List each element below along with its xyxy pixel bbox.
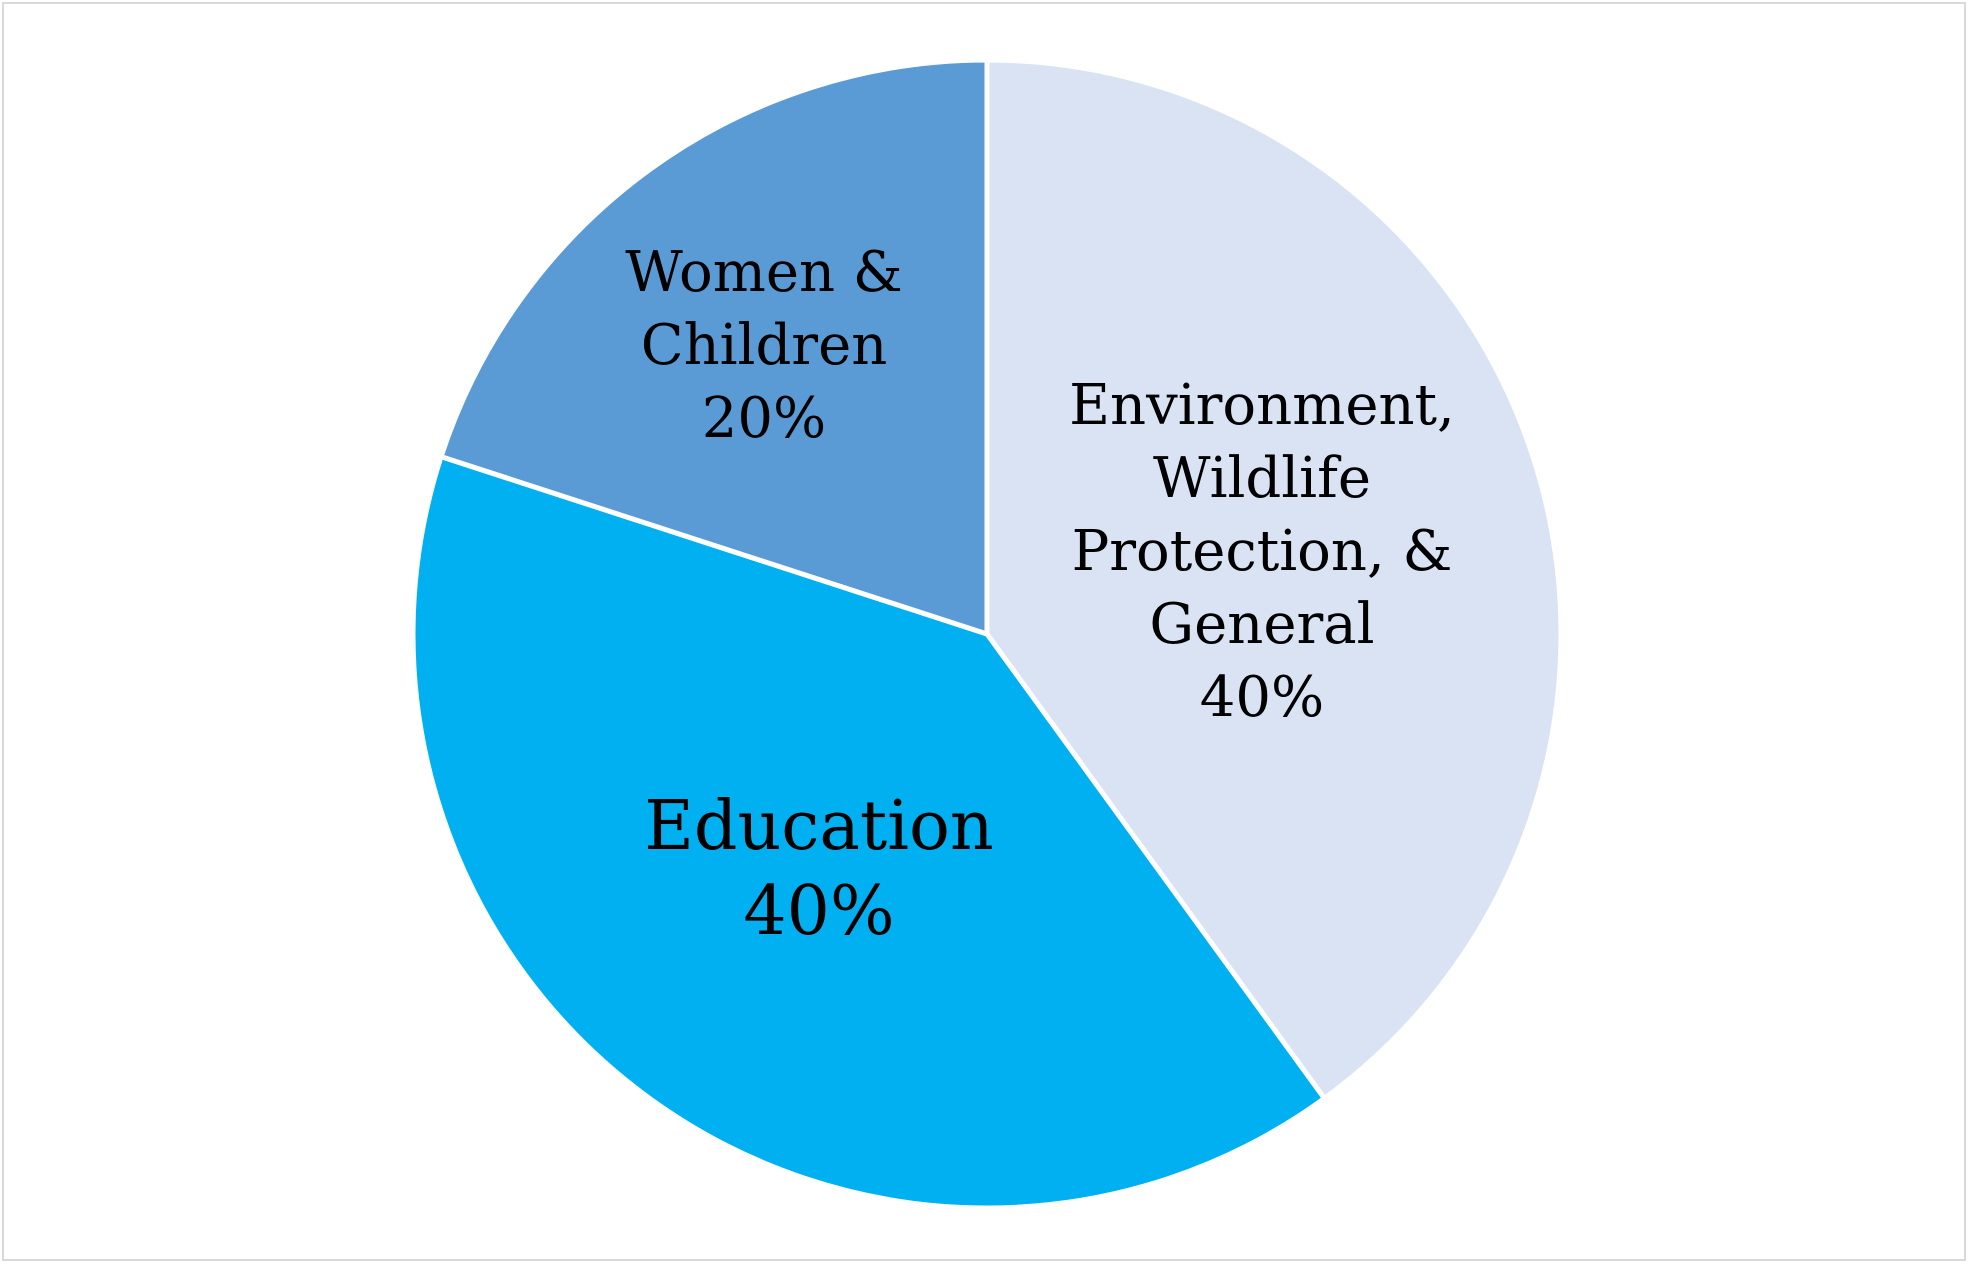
pie-slice-label-line: Women & [625, 240, 902, 305]
pie-slice-percent: 40% [743, 872, 894, 951]
pie-slice-2 [438, 57, 990, 637]
pie-chart: Environment, Wildlife Protection, & General… [410, 57, 1564, 1211]
pie-slice-label-line: Children [641, 313, 888, 378]
pie-slice-percent: 40% [1200, 665, 1324, 730]
pie-slice-label-1: Education 40% [644, 787, 993, 951]
pie-slice-1 [410, 454, 1327, 1211]
pie-slice-percent: 20% [702, 386, 826, 451]
pie-slice-0 [984, 57, 1564, 1101]
pie-slices [410, 57, 1564, 1211]
pie-slice-label-line: Environment, [1069, 373, 1455, 438]
pie-slice-label-line: Education [644, 787, 993, 866]
pie-slice-label-2: Women & Children 20% [625, 240, 902, 451]
pie-slice-label-0: Environment, Wildlife Protection, & General… [1069, 373, 1455, 730]
pie-labels: Environment, Wildlife Protection, & General… [625, 240, 1455, 951]
pie-slice-label-line: Protection, & [1072, 519, 1453, 584]
pie-slice-label-line: General [1149, 592, 1374, 657]
pie-slice-label-line: Wildlife [1153, 446, 1371, 511]
